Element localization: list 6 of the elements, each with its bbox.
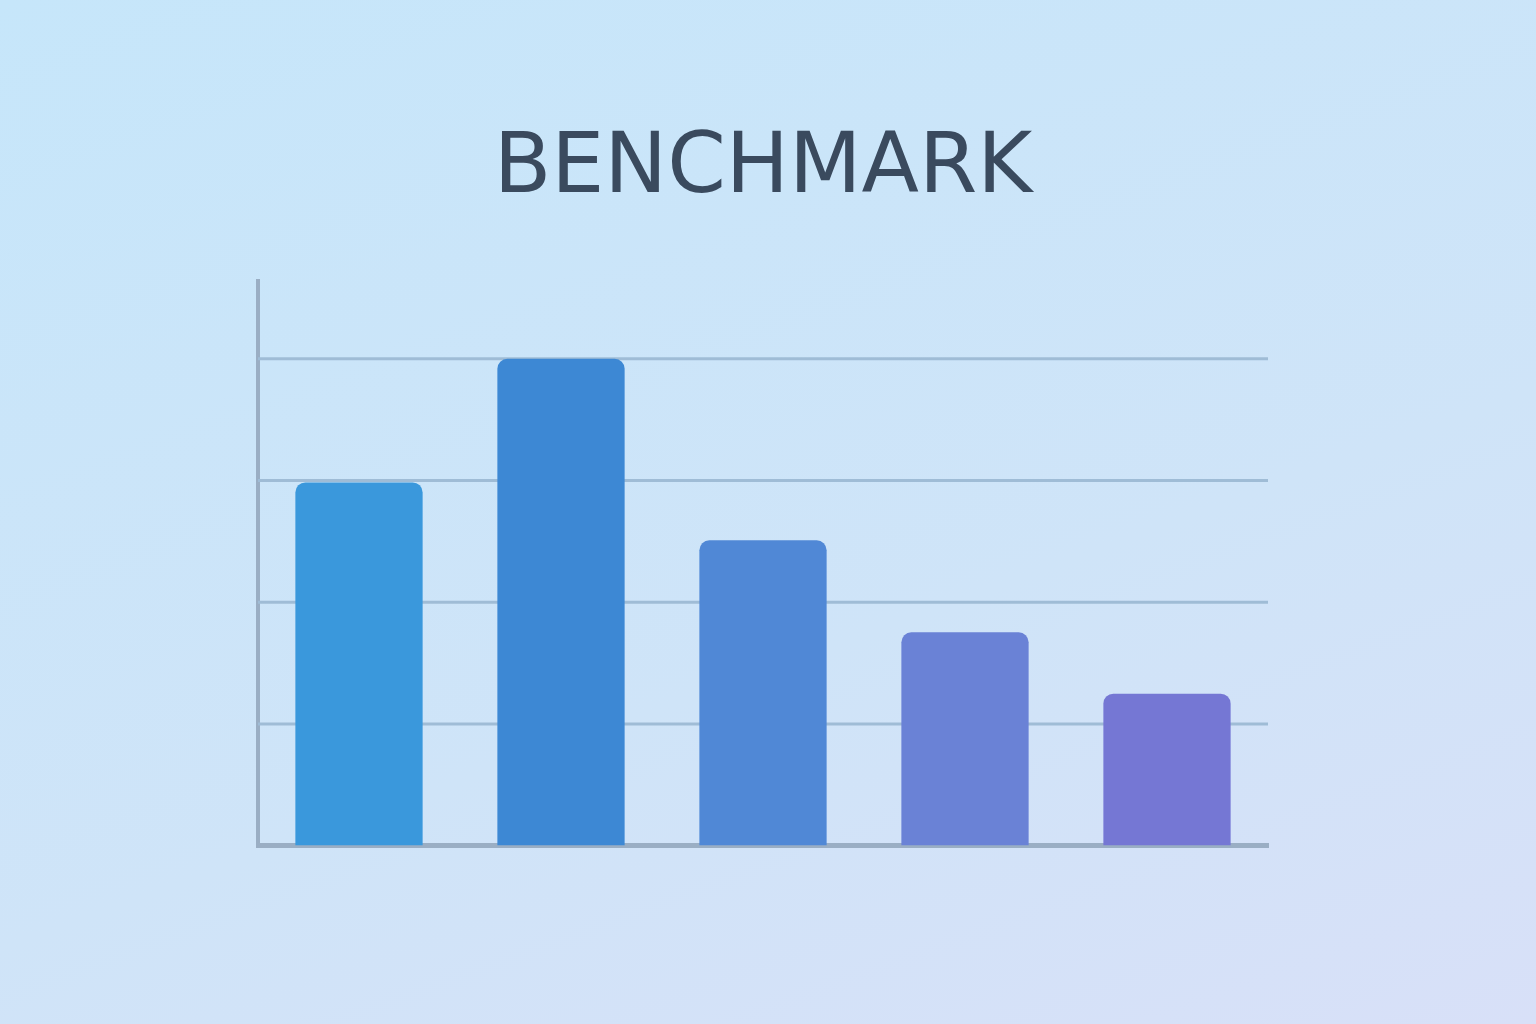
bar — [901, 632, 1029, 846]
bar — [295, 482, 423, 846]
bar — [497, 358, 625, 846]
chart-title: BENCHMARK — [493, 114, 1035, 213]
bar — [1103, 693, 1231, 846]
bar — [699, 540, 827, 846]
